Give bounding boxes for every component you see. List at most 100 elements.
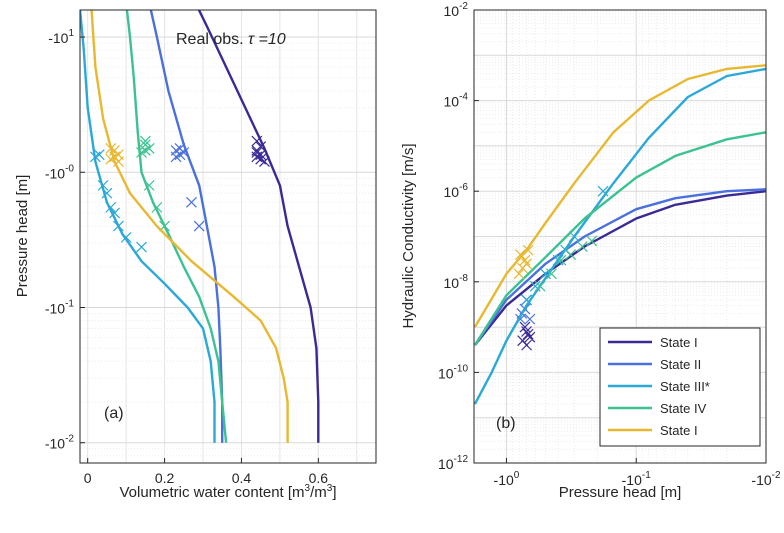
data-point — [151, 201, 163, 213]
panel-b-ticks: -100 -10-1 -10-2 10-12 10-10 10-8 10-6 10-4 10-2 — [438, 1, 781, 488]
data-point — [97, 179, 109, 191]
data-point — [139, 135, 151, 147]
legend-item: State III* — [608, 379, 710, 394]
legend-item: State I — [608, 335, 698, 350]
y-tick-label: -101 — [48, 28, 74, 46]
y-tick-label: -10-2 — [45, 434, 75, 452]
data-point — [565, 249, 577, 260]
data-point — [105, 201, 117, 213]
series-line — [80, 10, 216, 443]
series-line — [149, 10, 224, 443]
data-point — [597, 185, 609, 197]
series-4 — [125, 10, 228, 443]
data-point — [529, 280, 541, 292]
y-tick-label: 10-6 — [444, 182, 469, 200]
panel-a-label: (a) — [104, 405, 124, 422]
series-1 — [197, 10, 320, 443]
panel-a-frame — [79, 9, 377, 464]
legend-label: State I — [660, 335, 698, 350]
data-point — [105, 143, 117, 154]
data-point — [521, 339, 532, 351]
y-tick-label: -10-0 — [45, 163, 75, 181]
y-tick-label: 10-4 — [444, 92, 469, 110]
panel-b-ylabel: Hydraulic Conductivity [m/s] — [400, 143, 417, 328]
data-point — [113, 156, 124, 167]
y-tick-label: 10-12 — [438, 454, 468, 472]
data-point — [522, 328, 534, 340]
data-point — [524, 331, 536, 343]
data-point — [522, 244, 534, 256]
panel-a-ylabel: Pressure head [m] — [14, 175, 31, 298]
series-line — [197, 10, 320, 443]
panel-b-series — [474, 64, 766, 405]
data-point — [186, 196, 197, 208]
y-tick-label: 10-10 — [438, 363, 468, 381]
data-point — [521, 326, 532, 337]
data-point — [143, 179, 155, 191]
data-point — [576, 241, 588, 252]
x-tick-label: 0.2 — [155, 470, 175, 486]
series-line — [474, 64, 766, 328]
series-line — [90, 10, 289, 443]
data-point — [170, 145, 182, 156]
data-point — [515, 249, 526, 260]
series-line — [474, 190, 766, 346]
data-point — [534, 280, 546, 292]
data-point — [513, 268, 525, 280]
data-point — [521, 258, 532, 270]
x-tick-label: 0.4 — [232, 470, 252, 486]
x-tick-label: 0.6 — [309, 470, 329, 486]
data-point — [139, 139, 151, 151]
data-point — [251, 135, 263, 147]
panel-a-series — [80, 10, 320, 443]
series-5 — [90, 10, 289, 443]
series-5 — [474, 64, 766, 328]
data-point — [109, 207, 121, 219]
series-4 — [474, 131, 766, 346]
x-tick-label: -10-1 — [622, 470, 652, 488]
legend-label: State II — [660, 357, 701, 372]
panel-b-xlabel: Pressure head [m] — [559, 484, 682, 501]
legend-item: State I — [608, 423, 698, 438]
data-point — [519, 254, 531, 266]
data-point — [546, 268, 557, 280]
legend-label: State III* — [660, 379, 710, 394]
data-point — [251, 147, 263, 158]
panel-b-frame — [473, 9, 767, 464]
panel-b-legend: State I State II State III* State IV State I — [599, 327, 761, 447]
data-point — [101, 187, 113, 199]
legend-label: State IV — [660, 401, 707, 416]
series-line — [474, 188, 766, 346]
legend-label: State I — [660, 423, 698, 438]
x-tick-label: 0 — [84, 470, 92, 486]
data-point — [552, 254, 564, 266]
panel-b-label: (b) — [496, 415, 516, 432]
data-point — [521, 294, 532, 306]
panel-a-ticks: 0 0.2 0.4 0.6 -101 -10-0 -10-1 -10-2 — [45, 28, 328, 486]
panel-a-grid — [80, 10, 376, 463]
data-point — [586, 235, 598, 247]
data-point — [555, 254, 567, 266]
panel-a-background — [80, 10, 376, 463]
x-tick-label: -100 — [494, 470, 520, 488]
series-3 — [80, 10, 216, 443]
legend-item: State II — [608, 357, 701, 372]
y-tick-label: 10-8 — [444, 273, 469, 291]
data-point — [93, 149, 105, 161]
data-point — [120, 231, 132, 243]
legend-item: State IV — [608, 401, 707, 416]
series-2 — [149, 10, 224, 443]
data-point — [255, 153, 267, 165]
data-point — [136, 241, 147, 253]
series-1 — [474, 190, 766, 351]
y-tick-label: 10-2 — [444, 1, 469, 19]
data-point — [113, 220, 124, 232]
series-line — [125, 10, 228, 443]
y-tick-label: -10-1 — [45, 298, 75, 316]
data-point — [255, 141, 267, 152]
x-tick-label: -10-2 — [751, 470, 781, 488]
data-point — [524, 313, 536, 325]
series-line — [474, 131, 766, 346]
panel-a: 0 0.2 0.4 0.6 -101 -10-0 -10-1 -10-2 Real obs. … — [14, 9, 377, 501]
